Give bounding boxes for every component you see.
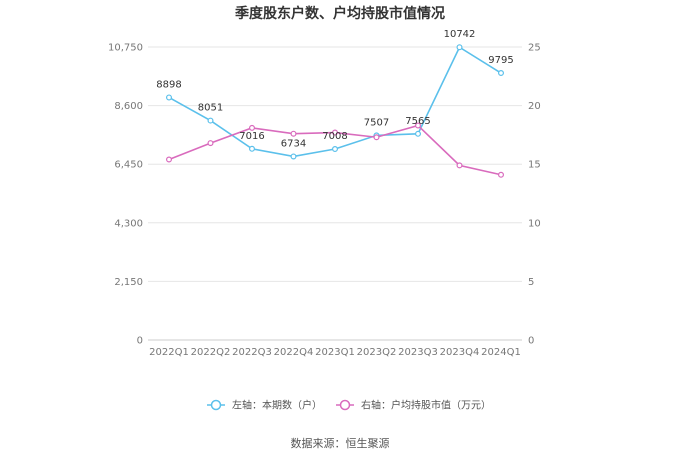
x-axis-tick-label: 2022Q3 (232, 347, 272, 358)
data-label: 8051 (198, 103, 223, 114)
x-axis-tick-label: 2022Q2 (191, 347, 231, 358)
data-point (207, 140, 214, 147)
data-label: 9795 (488, 55, 513, 66)
data-point (166, 156, 173, 163)
data-point (290, 130, 297, 137)
data-label: 7507 (364, 117, 389, 128)
right-axis-tick-label: 0 (528, 336, 534, 347)
data-point (249, 124, 256, 131)
right-axis-tick-label: 20 (528, 101, 541, 112)
data-label: 6734 (281, 138, 306, 149)
left-axis-tick-label: 8,600 (114, 101, 143, 112)
legend-swatch-marker (339, 399, 351, 411)
data-point (332, 145, 339, 152)
x-axis-tick-label: 2023Q1 (315, 347, 355, 358)
x-axis-tick-label: 2022Q4 (274, 347, 314, 358)
x-axis-tick-label: 2022Q1 (149, 347, 189, 358)
left-axis-tick-label: 0 (137, 336, 143, 347)
data-point (415, 130, 422, 137)
data-label: 7008 (322, 131, 347, 142)
data-point (207, 117, 214, 124)
x-axis-tick-label: 2024Q1 (481, 347, 521, 358)
right-axis-tick-label: 10 (528, 218, 541, 229)
data-labels: 8898 8051 7016 6734 7008 7507 7565 10742 9795 (156, 29, 513, 149)
legend-label: 右轴：户均持股市值（万元） (361, 399, 491, 412)
data-point (290, 153, 297, 160)
source-note: 数据来源：恒生聚源 (291, 436, 390, 450)
left-axis-tick-label: 10,750 (108, 43, 143, 54)
right-axis-tick-label: 15 (528, 160, 541, 171)
data-label: 10742 (444, 29, 476, 40)
data-point (249, 145, 256, 152)
data-point (373, 134, 380, 141)
x-axis-tick-label: 2023Q2 (357, 347, 397, 358)
x-axis-tick-label: 2023Q4 (440, 347, 480, 358)
left-axis-tick-label: 4,300 (114, 218, 143, 229)
data-point (166, 94, 173, 101)
legend-item-2[interactable]: 右轴：户均持股市值（万元） (336, 399, 491, 412)
data-label: 7016 (239, 131, 264, 142)
left-axis-tick-label: 6,450 (114, 160, 143, 171)
data-point (498, 70, 505, 77)
chart-title: 季度股东户数、户均持股市值情况 (234, 5, 445, 22)
legend-item-1[interactable]: 左轴：本期数（户） (207, 399, 322, 412)
legend[interactable]: 左轴：本期数（户） 右轴：户均持股市值（万元） (207, 399, 491, 412)
data-point (332, 129, 339, 136)
data-label: 7565 (405, 116, 430, 127)
right-axis-tick-label: 5 (528, 277, 534, 288)
legend-swatch-marker (210, 399, 222, 411)
data-label: 8898 (156, 79, 181, 90)
data-point (415, 122, 422, 129)
data-point (456, 162, 463, 169)
axes: 0 2,150 4,300 6,450 8,600 10,750 0 5 10 15 20 25 202… (108, 43, 541, 359)
grid-lines (148, 46, 522, 341)
data-point (498, 171, 505, 178)
right-axis-tick-label: 25 (528, 43, 541, 54)
left-axis-tick-label: 2,150 (114, 277, 143, 288)
data-point (456, 44, 463, 51)
legend-label: 左轴：本期数（户） (232, 399, 322, 412)
x-axis-tick-label: 2023Q3 (398, 347, 438, 358)
series-layer (166, 44, 505, 178)
